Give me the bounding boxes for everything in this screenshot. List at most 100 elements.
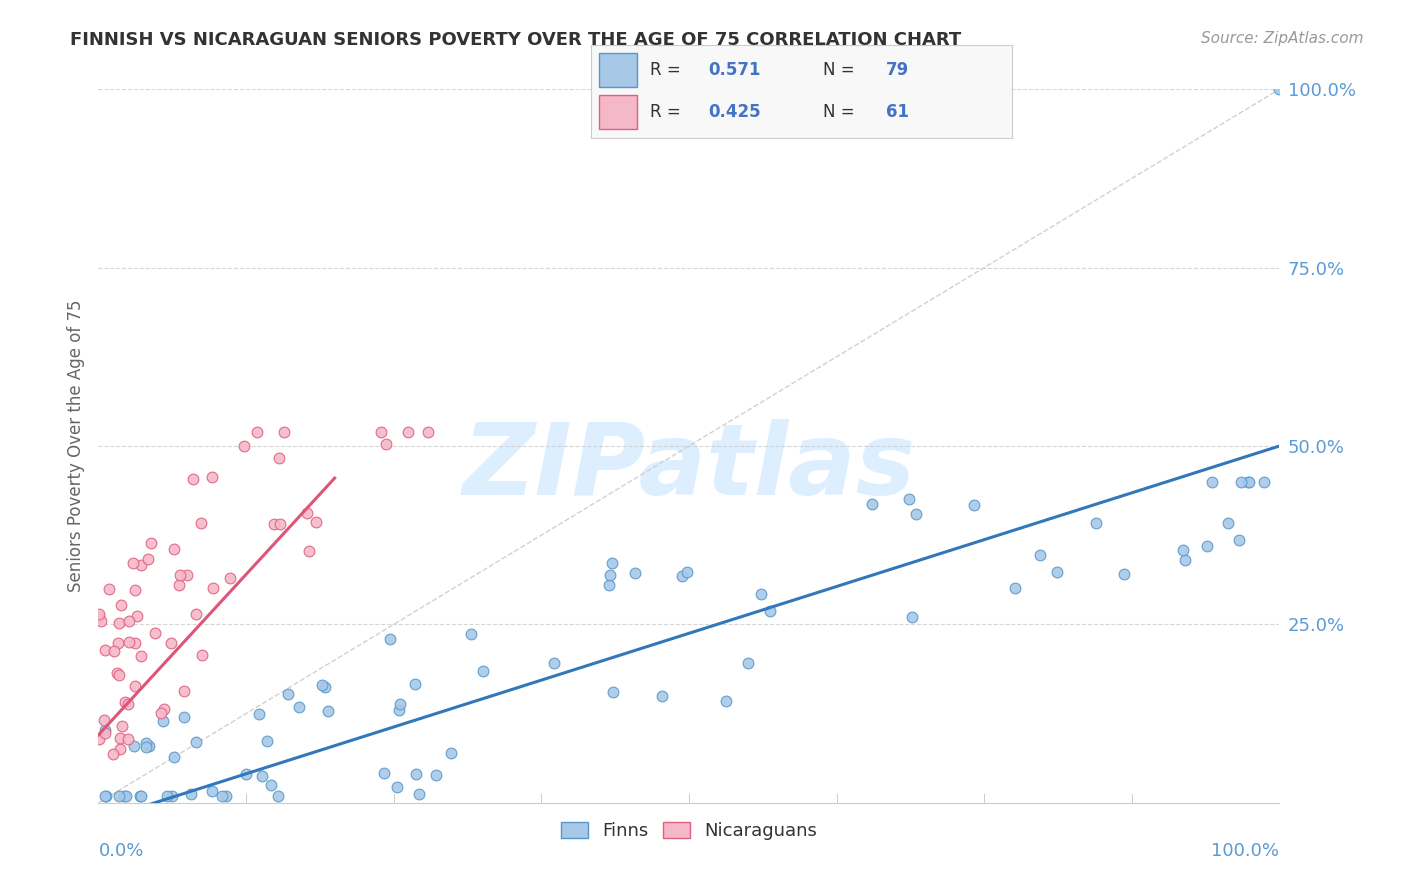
Point xyxy=(235,766,257,780)
Point xyxy=(1171,543,1194,558)
Point xyxy=(316,704,339,718)
Text: ZIPatlas: ZIPatlas xyxy=(463,419,915,516)
Point xyxy=(252,769,274,783)
Point xyxy=(256,734,278,748)
Point xyxy=(173,684,195,698)
Point xyxy=(408,787,430,801)
Point xyxy=(135,737,157,751)
Point xyxy=(425,768,447,782)
Point xyxy=(259,778,281,792)
FancyBboxPatch shape xyxy=(599,95,637,129)
Point xyxy=(163,541,186,556)
Point xyxy=(156,789,179,803)
Y-axis label: Seniors Poverty Over the Age of 75: Seniors Poverty Over the Age of 75 xyxy=(66,300,84,592)
Point xyxy=(380,632,402,646)
Point xyxy=(186,735,208,749)
Point xyxy=(87,732,110,747)
Point xyxy=(714,694,737,708)
Point xyxy=(1084,516,1107,530)
Point xyxy=(180,787,202,801)
Point xyxy=(1201,475,1223,489)
Point xyxy=(94,789,117,803)
Text: 0.571: 0.571 xyxy=(709,61,761,78)
Point xyxy=(110,598,132,612)
Point xyxy=(110,741,132,756)
Point xyxy=(1236,475,1258,489)
Point xyxy=(117,731,139,746)
Point xyxy=(98,582,121,596)
Legend: Finns, Nicaraguans: Finns, Nicaraguans xyxy=(554,814,824,847)
Point xyxy=(404,676,426,690)
Point xyxy=(176,568,198,582)
Point xyxy=(305,515,328,529)
Point xyxy=(202,581,225,595)
Point xyxy=(211,789,233,803)
Point xyxy=(1197,539,1219,553)
Point xyxy=(1029,549,1052,563)
Point xyxy=(295,506,318,520)
Point xyxy=(1253,475,1275,489)
Text: R =: R = xyxy=(650,61,686,78)
Point xyxy=(169,568,191,582)
Point xyxy=(273,425,295,439)
Point xyxy=(671,569,693,583)
Point xyxy=(150,706,173,720)
Point xyxy=(416,425,439,439)
Point xyxy=(152,714,174,729)
Point xyxy=(1227,533,1250,548)
Point xyxy=(107,789,129,803)
Point xyxy=(105,666,128,681)
Point xyxy=(600,556,623,570)
Point xyxy=(297,544,319,558)
Point xyxy=(94,643,117,657)
Point xyxy=(267,451,290,466)
Point xyxy=(1218,516,1240,530)
Point xyxy=(152,702,174,716)
Point xyxy=(160,789,183,803)
Point xyxy=(118,614,141,628)
Point xyxy=(107,636,129,650)
Point xyxy=(141,536,163,550)
Text: FINNISH VS NICARAGUAN SENIORS POVERTY OVER THE AGE OF 75 CORRELATION CHART: FINNISH VS NICARAGUAN SENIORS POVERTY OV… xyxy=(70,31,962,49)
Point xyxy=(599,568,621,582)
Point xyxy=(472,665,495,679)
Point xyxy=(263,517,285,532)
Point xyxy=(375,437,398,451)
Point xyxy=(388,703,411,717)
Point xyxy=(89,607,111,622)
Text: 61: 61 xyxy=(886,103,908,121)
Point xyxy=(269,517,291,532)
Point xyxy=(129,558,152,572)
Point xyxy=(247,707,270,722)
Text: 79: 79 xyxy=(886,61,910,78)
Point xyxy=(373,766,395,780)
Point xyxy=(385,780,408,794)
Point xyxy=(1237,475,1260,489)
Point xyxy=(460,627,482,641)
Point xyxy=(190,516,212,531)
Point xyxy=(396,425,419,439)
Point xyxy=(108,615,131,630)
Point xyxy=(440,746,463,760)
Point xyxy=(267,789,290,803)
Point xyxy=(87,609,110,624)
Point xyxy=(101,747,124,761)
Point xyxy=(598,578,620,592)
Point xyxy=(108,667,131,681)
Point xyxy=(901,610,924,624)
Point xyxy=(135,739,157,754)
Point xyxy=(1046,565,1069,579)
Text: N =: N = xyxy=(823,103,859,121)
Point xyxy=(749,587,772,601)
Point xyxy=(112,789,135,803)
Point xyxy=(124,679,146,693)
Point xyxy=(1174,553,1197,567)
Point xyxy=(129,648,152,663)
Point xyxy=(651,690,673,704)
FancyBboxPatch shape xyxy=(599,53,637,87)
Point xyxy=(676,565,699,579)
Point xyxy=(277,687,299,701)
Point xyxy=(122,556,145,570)
Point xyxy=(1004,581,1026,595)
Point xyxy=(136,552,159,566)
